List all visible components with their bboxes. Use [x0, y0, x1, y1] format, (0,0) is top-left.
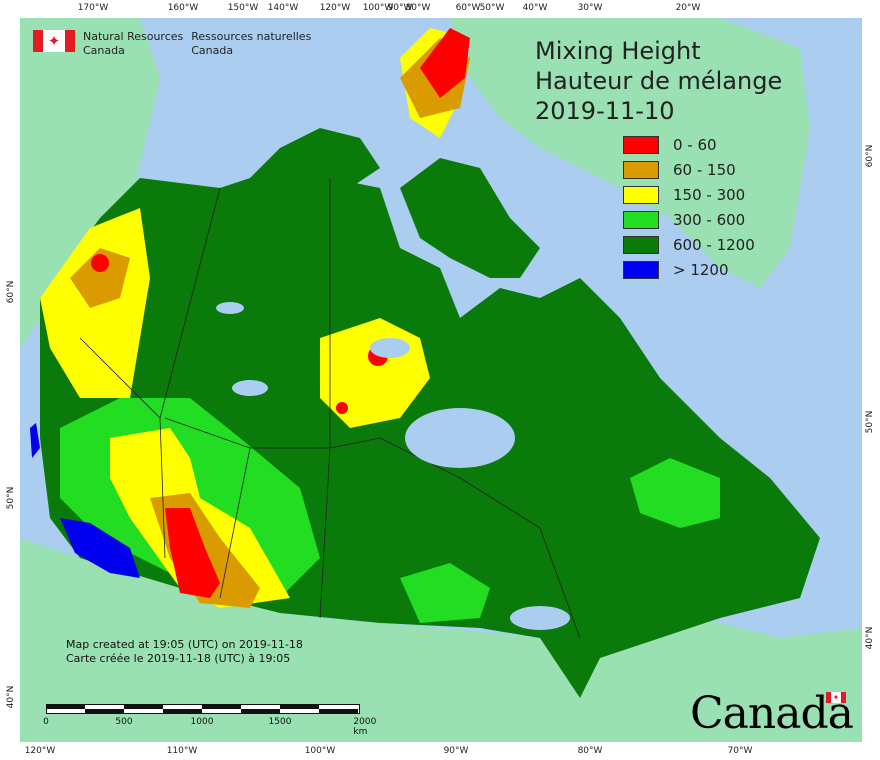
- legend-swatch: [623, 260, 659, 279]
- zone-0-60-bc: [91, 254, 109, 272]
- zone-over-1200-bc-coast: [60, 518, 140, 578]
- legend-label: > 1200: [673, 260, 729, 279]
- coordinate-tick-label: 100°W: [304, 746, 336, 756]
- title-french: Hauteur de mélange: [535, 67, 783, 95]
- legend-label: 300 - 600: [673, 210, 746, 229]
- title-date: 2019-11-10: [535, 97, 675, 125]
- coordinate-tick-label: 40°N: [865, 626, 875, 650]
- map-credit: Map created at 19:05 (UTC) on 2019-11-18…: [66, 638, 303, 666]
- legend-label: 150 - 300: [673, 185, 746, 204]
- legend-label: 0 - 60: [673, 135, 717, 154]
- alaska-land: [20, 18, 160, 348]
- legend-swatch: [623, 185, 659, 204]
- coordinate-tick-label: 90°W: [387, 3, 413, 13]
- coordinate-tick-label: 70°W: [727, 746, 753, 756]
- usa-land: [20, 538, 862, 742]
- legend-swatch: [623, 235, 659, 254]
- legend-label: 60 - 150: [673, 160, 736, 179]
- scale-label: 1500: [268, 717, 292, 727]
- legend-label: 600 - 1200: [673, 235, 755, 254]
- coordinate-tick-label: 100°W: [362, 3, 394, 13]
- scale-bar-box: [46, 704, 360, 714]
- legend-item: 60 - 150: [623, 157, 755, 182]
- coordinate-tick-label: 160°W: [167, 3, 199, 13]
- coordinate-tick-label: 20°W: [675, 3, 701, 13]
- baffin-island: [400, 158, 540, 278]
- zone-300-600-quebec: [630, 458, 720, 528]
- coordinate-tick-label: 120°W: [24, 746, 56, 756]
- coordinate-tick-label: 40°N: [6, 685, 16, 709]
- logo-en-line1: Natural Resources: [83, 30, 184, 43]
- scale-segment: [319, 709, 358, 713]
- mixing-height-map: [20, 18, 862, 742]
- scale-label: 0: [43, 717, 49, 727]
- coordinate-tick-label: 50°N: [6, 486, 16, 510]
- coordinate-tick-label: 120°W: [319, 3, 351, 13]
- legend-item: 150 - 300: [623, 182, 755, 207]
- arctic-islands: [240, 128, 380, 193]
- scale-segment: [163, 709, 202, 713]
- coordinate-tick-label: 40°W: [522, 3, 548, 13]
- legend-item: 300 - 600: [623, 207, 755, 232]
- zone-0-60-prairies: [165, 508, 220, 598]
- zone-0-60-arctic: [420, 28, 470, 98]
- zone-300-600-ontario: [400, 563, 490, 623]
- lakes: [216, 302, 570, 630]
- coordinate-tick-label: 50°W: [479, 3, 505, 13]
- nrcan-logo: ✦ Natural Resources Canada Ressources na…: [33, 30, 311, 58]
- provincial-boundaries: [79, 178, 581, 639]
- legend-swatch: [623, 135, 659, 154]
- legend-swatch: [623, 160, 659, 179]
- scale-segment: [46, 705, 85, 709]
- legend-swatch: [623, 210, 659, 229]
- title-english: Mixing Height: [535, 37, 701, 65]
- coordinate-tick-label: 50°N: [865, 410, 875, 434]
- scale-segment: [124, 705, 163, 709]
- legend-item: 600 - 1200: [623, 232, 755, 257]
- scale-segment: [241, 709, 280, 713]
- coordinate-tick-label: 110°W: [166, 746, 198, 756]
- scale-label: 500: [115, 717, 133, 727]
- credit-english: Map created at 19:05 (UTC) on 2019-11-18: [66, 638, 303, 651]
- logo-fr-line2: Canada: [191, 44, 234, 57]
- coordinate-tick-label: 60°N: [6, 280, 16, 304]
- coordinate-tick-label: 80°W: [577, 746, 603, 756]
- logo-en-line2: Canada: [83, 44, 125, 57]
- legend: 0 - 60 60 - 150 150 - 300 300 - 600 600 - 12…: [623, 132, 755, 282]
- scale-label: 1000: [190, 717, 214, 727]
- legend-item: 0 - 60: [623, 132, 755, 157]
- coordinate-tick-label: 90°W: [443, 746, 469, 756]
- coordinate-tick-label: 80°W: [405, 3, 431, 13]
- scale-segment: [85, 709, 124, 713]
- coordinate-tick-label: 60°N: [865, 144, 875, 168]
- scale-segment: [280, 705, 319, 709]
- scale-segment: [202, 705, 241, 709]
- coordinate-tick-label: 140°W: [267, 3, 299, 13]
- coordinate-tick-label: 170°W: [77, 3, 109, 13]
- credit-french: Carte créée le 2019-11-18 (UTC) à 19:05: [66, 652, 291, 665]
- legend-item: > 1200: [623, 257, 755, 282]
- wordmark-flag-icon: ✦: [826, 692, 846, 703]
- zone-0-60-hudson-2: [336, 402, 348, 414]
- map-title: Mixing Height Hauteur de mélange 2019-11…: [535, 36, 782, 126]
- coordinate-tick-label: 30°W: [577, 3, 603, 13]
- canada-flag-icon: ✦: [33, 30, 75, 52]
- zone-60-150-bc: [70, 248, 130, 308]
- coordinate-tick-label: 150°W: [227, 3, 259, 13]
- coordinate-tick-label: 60°W: [455, 3, 481, 13]
- zone-over-1200-alaska-coast: [30, 423, 40, 458]
- logo-fr-line1: Ressources naturelles: [191, 30, 312, 43]
- scale-label: 2000 km: [353, 717, 377, 737]
